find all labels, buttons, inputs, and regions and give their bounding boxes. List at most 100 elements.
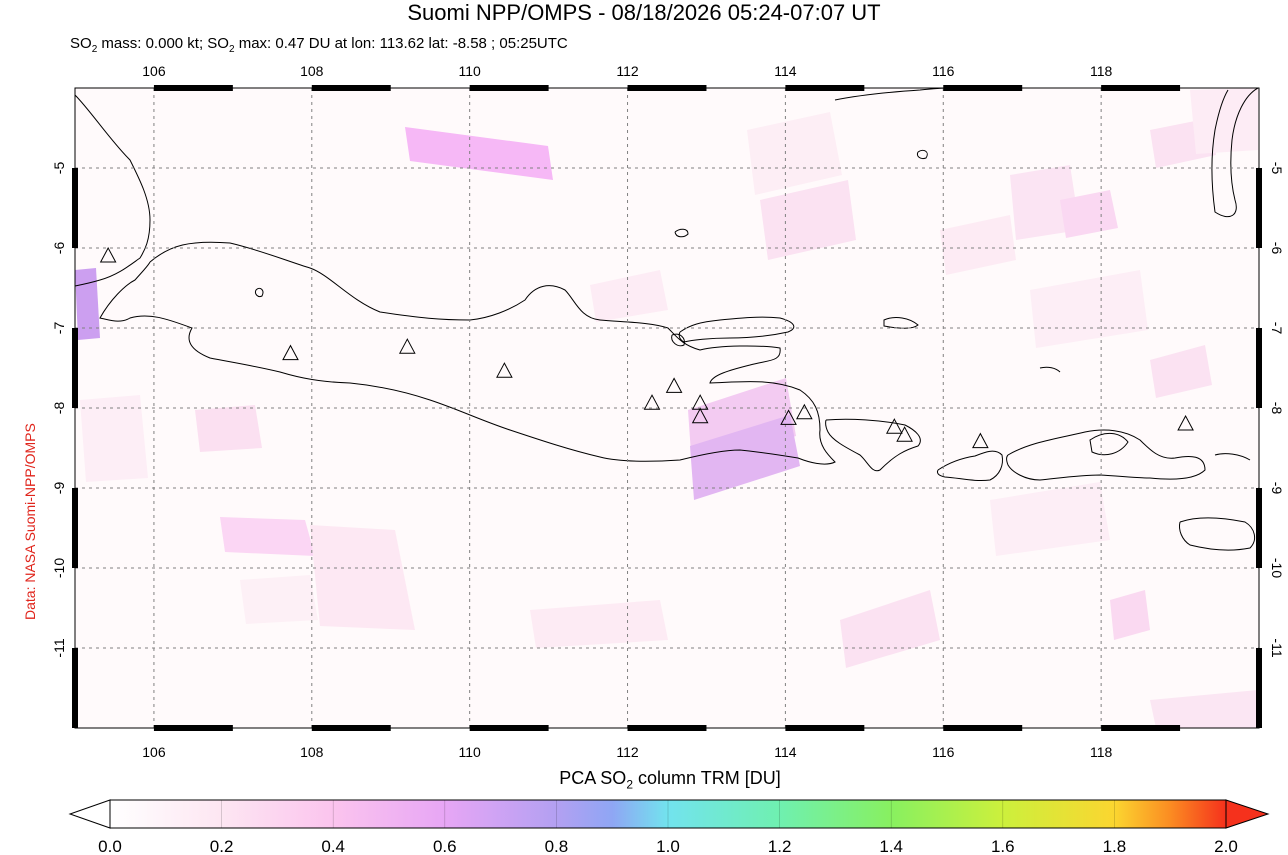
island-coast bbox=[1214, 453, 1251, 461]
colorbar-tick-label: 1.8 bbox=[1103, 837, 1127, 855]
island-coast bbox=[1089, 433, 1129, 456]
so2-pixel bbox=[1060, 190, 1118, 238]
lon-tick-label-top: 112 bbox=[616, 63, 639, 79]
lat-tick-label-right: -10 bbox=[1269, 558, 1285, 578]
so2-pixel bbox=[940, 215, 1016, 275]
frame-bar-left bbox=[72, 328, 78, 408]
gridlines bbox=[75, 88, 1259, 728]
so2-pixel bbox=[990, 482, 1110, 556]
volcano-marker bbox=[496, 362, 513, 378]
frame-bar-bottom bbox=[469, 725, 549, 731]
lon-tick-label-bottom: 114 bbox=[774, 744, 797, 760]
lat-tick-label-left: -5 bbox=[51, 162, 67, 175]
colorbar-tick-label: 0.8 bbox=[545, 837, 569, 855]
lon-tick-label-top: 110 bbox=[459, 63, 482, 79]
so2-pixel bbox=[1150, 345, 1212, 398]
colorbar-ticks: 0.0 0.2 0.4 0.6 0.8 1.0 1.2 1.4 1.6 1.8 2.0 bbox=[98, 800, 1238, 855]
so2-pixels bbox=[75, 88, 1258, 728]
colorbar-tick-label: 1.2 bbox=[768, 837, 792, 855]
frame-bar-top bbox=[311, 85, 391, 91]
frame-bar-top bbox=[627, 85, 707, 91]
volcano-marker bbox=[643, 394, 661, 410]
so2-pixel bbox=[240, 575, 318, 624]
island-coast bbox=[674, 228, 689, 238]
colorbar-tick-label: 0.0 bbox=[98, 837, 122, 855]
volcano-marker bbox=[885, 418, 903, 434]
colorbar-max-arrow bbox=[1225, 799, 1270, 829]
lon-tick-label-top: 118 bbox=[1090, 63, 1113, 79]
frame-bar-right bbox=[1256, 488, 1262, 568]
volcano-marker bbox=[972, 432, 989, 449]
so2-pixel bbox=[1150, 690, 1258, 728]
coastlines bbox=[75, 88, 1259, 551]
frame-bar-right bbox=[1256, 168, 1262, 248]
sumbawa-coast bbox=[1006, 429, 1206, 481]
volcano-marker bbox=[796, 403, 813, 420]
so2-pixel bbox=[747, 112, 842, 195]
lat-tick-label-right: -8 bbox=[1269, 402, 1285, 415]
lat-tick-label-right: -5 bbox=[1269, 162, 1285, 175]
lat-tick-label-left: -11 bbox=[51, 638, 67, 657]
lon-tick-label-bottom: 118 bbox=[1090, 744, 1113, 760]
frame-bar-left bbox=[72, 648, 78, 728]
colorbar-tick-label: 1.0 bbox=[656, 837, 680, 855]
island-coast bbox=[917, 149, 928, 159]
colorbar-title: PCA SO2 column TRM [DU] bbox=[559, 768, 781, 792]
colorbar: 0.0 0.2 0.4 0.6 0.8 1.0 1.2 1.4 1.6 1.8 2.0 bbox=[68, 799, 1270, 855]
so2-pixel bbox=[840, 590, 940, 668]
frame-bar-top bbox=[943, 85, 1023, 91]
so2-pixel bbox=[75, 268, 100, 340]
lat-tick-label-left: -10 bbox=[51, 558, 67, 578]
island-coast bbox=[1039, 366, 1061, 373]
lat-tick-label-right: -7 bbox=[1269, 322, 1285, 335]
colorbar-tick-label: 0.2 bbox=[210, 837, 234, 855]
so2-pixel bbox=[590, 270, 668, 322]
lombok-coast bbox=[937, 450, 1003, 482]
lon-tick-label-top: 114 bbox=[774, 63, 797, 79]
colorbar-tick-label: 1.6 bbox=[991, 837, 1015, 855]
volcano-marker bbox=[398, 338, 416, 354]
lat-tick-label-left: -6 bbox=[51, 242, 67, 255]
volcano-marker bbox=[691, 407, 709, 424]
lat-tick-label-right: -6 bbox=[1269, 242, 1285, 255]
lon-tick-label-bottom: 116 bbox=[932, 744, 955, 760]
sumba-flores-coast bbox=[1179, 517, 1256, 551]
volcano-marker bbox=[1177, 414, 1194, 431]
colorbar-tick-label: 0.6 bbox=[433, 837, 457, 855]
island-coast bbox=[883, 317, 919, 329]
map-title: Suomi NPP/OMPS - 08/18/2026 05:24-07:07 … bbox=[407, 0, 881, 25]
so2-pixel bbox=[405, 127, 553, 180]
lon-tick-label-bottom: 106 bbox=[142, 744, 166, 760]
so2-pixel bbox=[220, 517, 315, 556]
colorbar-min-arrow bbox=[68, 799, 111, 829]
volcano-marker bbox=[99, 246, 117, 263]
so2-pixel bbox=[1010, 165, 1080, 240]
lat-tick-label-right: -9 bbox=[1269, 482, 1285, 495]
frame-bar-bottom bbox=[627, 725, 707, 731]
frame-bar-bottom bbox=[943, 725, 1023, 731]
frame-bar-left bbox=[72, 168, 78, 248]
frame-bar-bottom bbox=[785, 725, 865, 731]
frame-bar-bottom bbox=[311, 725, 391, 731]
so2-pixel bbox=[1110, 590, 1150, 640]
so2-pixel bbox=[80, 395, 148, 482]
sulawesi-coast bbox=[1211, 88, 1259, 218]
island-coast bbox=[671, 333, 685, 347]
lat-tick-label-left: -8 bbox=[51, 402, 67, 415]
lon-tick-label-top: 108 bbox=[300, 63, 324, 79]
frame-bar-right bbox=[1256, 328, 1262, 408]
frame-bar-top bbox=[153, 85, 233, 91]
lon-tick-label-bottom: 110 bbox=[459, 744, 482, 760]
volcano-markers bbox=[99, 246, 1194, 449]
frame-bar-left bbox=[72, 488, 78, 568]
lon-tick-label-bottom: 112 bbox=[616, 744, 639, 760]
lon-tick-label-bottom: 108 bbox=[300, 744, 324, 760]
sumatra-coast bbox=[75, 94, 151, 287]
colorbar-gradient bbox=[109, 799, 1227, 829]
lon-tick-label-top: 116 bbox=[932, 63, 955, 79]
colorbar-tick-label: 2.0 bbox=[1214, 837, 1238, 855]
frame-bar-top bbox=[469, 85, 549, 91]
lat-tick-label-left: -9 bbox=[51, 482, 67, 495]
axis-tick-labels: 106 106 108 108 110 110 112 112 114 114 116 116 118 1… bbox=[51, 63, 1285, 760]
